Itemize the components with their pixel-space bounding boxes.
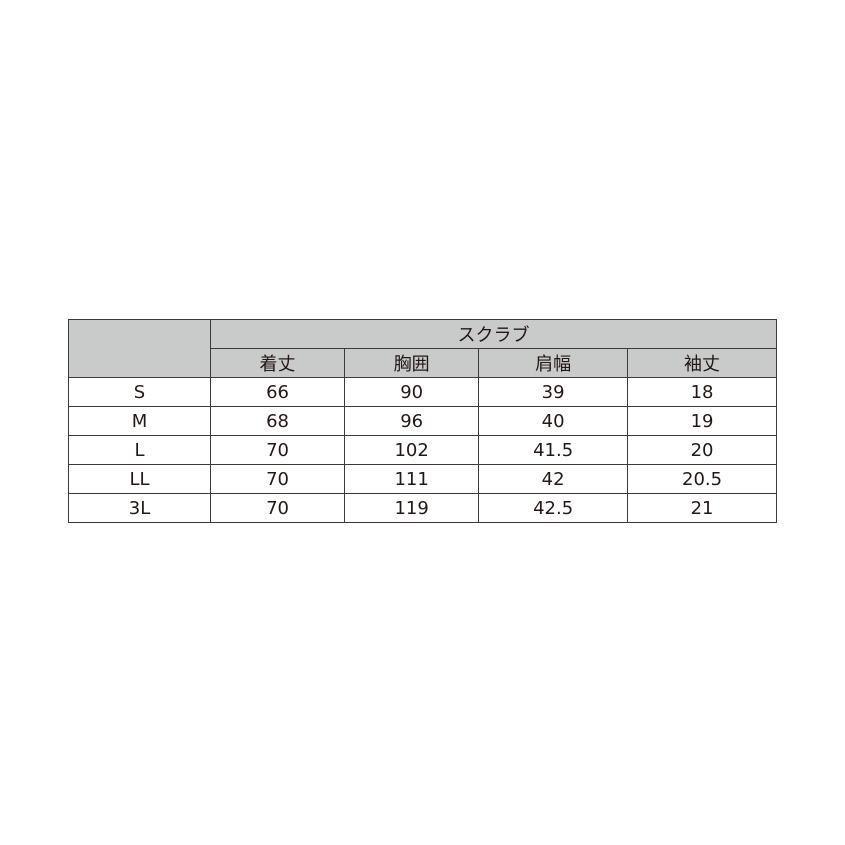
corner-cell: [68, 319, 211, 378]
measurement-cell: 90: [344, 377, 480, 407]
measurement-cell: 70: [209, 435, 346, 465]
measurement-cell: 21: [627, 493, 777, 523]
table-row: L 70 102 41.5 20: [68, 435, 777, 465]
column-header: 肩幅: [478, 348, 629, 378]
column-header: 袖丈: [627, 348, 777, 378]
measurement-cell: 102: [344, 435, 480, 465]
measurement-cell: 42.5: [478, 493, 629, 523]
measurement-cell: 111: [344, 464, 480, 494]
measurement-cell: 40: [478, 406, 629, 436]
measurement-cell: 119: [344, 493, 480, 523]
measurement-cell: 39: [478, 377, 629, 407]
header-row-columns: 着丈 胸囲 肩幅 袖丈: [69, 348, 777, 378]
table-row: 3L 70 119 42.5 21: [68, 493, 777, 523]
size-label: L: [68, 435, 211, 465]
size-label: S: [68, 377, 211, 407]
column-header: 胸囲: [344, 348, 480, 378]
measurement-cell: 66: [209, 377, 346, 407]
measurement-cell: 19: [627, 406, 777, 436]
measurement-cell: 96: [344, 406, 480, 436]
table-row: LL 70 111 42 20.5: [68, 464, 777, 494]
measurement-cell: 20: [627, 435, 777, 465]
measurement-cell: 42: [478, 464, 629, 494]
table-row: M 68 96 40 19: [68, 406, 777, 436]
measurement-cell: 70: [209, 493, 346, 523]
size-label: 3L: [68, 493, 211, 523]
size-label: LL: [68, 464, 211, 494]
measurement-cell: 20.5: [627, 464, 777, 494]
measurement-cell: 18: [627, 377, 777, 407]
measurement-cell: 68: [209, 406, 346, 436]
table-row: S 66 90 39 18: [68, 377, 777, 407]
measurement-cell: 41.5: [478, 435, 629, 465]
group-header: スクラブ: [210, 319, 777, 349]
size-chart-table: スクラブ 着丈 胸囲 肩幅 袖丈 S 66 90 39 18 M 68 96 40 19 L 70 10…: [68, 319, 777, 523]
column-header: 着丈: [209, 348, 346, 378]
measurement-cell: 70: [209, 464, 346, 494]
header-row-group: スクラブ: [68, 319, 777, 378]
size-label: M: [68, 406, 211, 436]
